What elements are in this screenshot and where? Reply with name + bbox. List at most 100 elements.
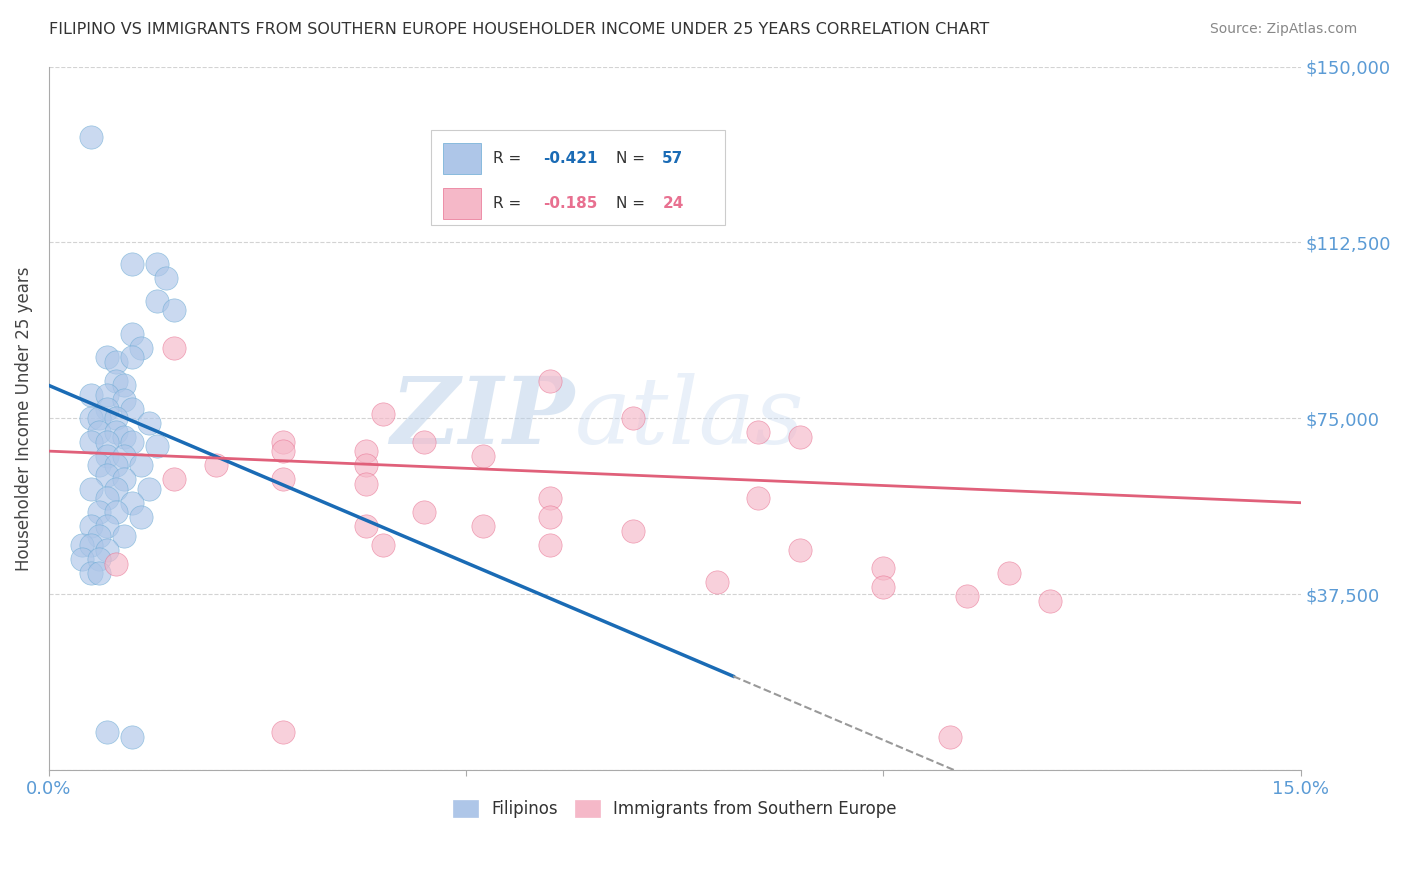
Point: [104, 425, 127, 440]
Text: R =: R =: [494, 196, 526, 211]
Text: Source: ZipAtlas.com: Source: ZipAtlas.com: [1209, 22, 1357, 37]
Text: 24: 24: [662, 196, 683, 211]
Text: R =: R =: [494, 151, 526, 166]
Point: [956, 590, 979, 604]
Point: [87, 505, 110, 519]
Point: [129, 458, 152, 473]
Point: [87, 528, 110, 542]
Point: [121, 496, 143, 510]
Point: [939, 730, 962, 744]
Point: [87, 552, 110, 566]
Point: [471, 519, 494, 533]
Point: [205, 458, 228, 473]
Text: N =: N =: [616, 151, 650, 166]
Point: [80, 538, 103, 552]
Point: [80, 566, 103, 580]
Point: [72, 552, 94, 566]
Point: [706, 575, 728, 590]
Point: [112, 472, 135, 486]
Point: [271, 472, 294, 486]
Point: [872, 580, 894, 594]
Point: [104, 505, 127, 519]
Point: [87, 425, 110, 440]
Point: [413, 434, 436, 449]
Point: [121, 730, 143, 744]
Point: [413, 505, 436, 519]
Point: [112, 528, 135, 542]
Point: [354, 458, 377, 473]
Point: [789, 542, 811, 557]
Point: [146, 294, 169, 309]
Point: [371, 407, 394, 421]
Point: [112, 430, 135, 444]
Point: [538, 491, 561, 505]
Text: ZIP: ZIP: [391, 373, 575, 463]
Point: [538, 509, 561, 524]
Point: [96, 388, 118, 402]
Point: [621, 524, 644, 538]
Point: [155, 270, 177, 285]
Point: [121, 351, 143, 365]
Text: N =: N =: [616, 196, 650, 211]
Point: [96, 434, 118, 449]
Point: [121, 434, 143, 449]
Point: [146, 439, 169, 453]
Point: [747, 425, 769, 440]
Point: [146, 256, 169, 270]
FancyBboxPatch shape: [443, 188, 481, 219]
Point: [104, 482, 127, 496]
Text: 57: 57: [662, 151, 683, 166]
Point: [96, 467, 118, 482]
Point: [112, 392, 135, 407]
Point: [121, 326, 143, 341]
Point: [112, 378, 135, 392]
Point: [271, 444, 294, 458]
Point: [96, 725, 118, 739]
Point: [80, 130, 103, 145]
Text: -0.185: -0.185: [543, 196, 598, 211]
Point: [538, 374, 561, 388]
Point: [104, 411, 127, 425]
Point: [271, 725, 294, 739]
Point: [87, 458, 110, 473]
Point: [872, 561, 894, 575]
Point: [104, 458, 127, 473]
Text: atlas: atlas: [575, 373, 804, 463]
Point: [163, 303, 186, 318]
Point: [138, 482, 160, 496]
Point: [96, 449, 118, 463]
Point: [1039, 594, 1062, 608]
Point: [96, 401, 118, 416]
Point: [112, 449, 135, 463]
Point: [104, 374, 127, 388]
Point: [271, 434, 294, 449]
Legend: Filipinos, Immigrants from Southern Europe: Filipinos, Immigrants from Southern Euro…: [447, 794, 903, 825]
Point: [129, 509, 152, 524]
Point: [471, 449, 494, 463]
Point: [96, 519, 118, 533]
Point: [163, 472, 186, 486]
Point: [80, 482, 103, 496]
Point: [371, 538, 394, 552]
Point: [163, 341, 186, 355]
Point: [138, 416, 160, 430]
Point: [354, 477, 377, 491]
Point: [621, 411, 644, 425]
Point: [104, 355, 127, 369]
Point: [87, 411, 110, 425]
Point: [80, 388, 103, 402]
Point: [747, 491, 769, 505]
Point: [354, 444, 377, 458]
Text: FILIPINO VS IMMIGRANTS FROM SOUTHERN EUROPE HOUSEHOLDER INCOME UNDER 25 YEARS CO: FILIPINO VS IMMIGRANTS FROM SOUTHERN EUR…: [49, 22, 990, 37]
Point: [104, 557, 127, 571]
Text: -0.421: -0.421: [543, 151, 598, 166]
Point: [129, 341, 152, 355]
Y-axis label: Householder Income Under 25 years: Householder Income Under 25 years: [15, 266, 32, 571]
Point: [96, 351, 118, 365]
Point: [80, 519, 103, 533]
Point: [121, 256, 143, 270]
Point: [354, 519, 377, 533]
Point: [997, 566, 1019, 580]
Point: [87, 566, 110, 580]
Point: [96, 491, 118, 505]
